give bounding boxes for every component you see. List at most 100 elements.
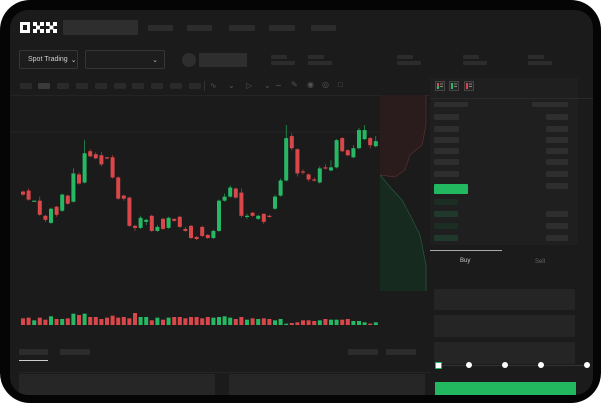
timeframe-button[interactable]	[170, 83, 182, 89]
candle	[267, 215, 272, 217]
ask-amount	[546, 183, 568, 189]
nav-item[interactable]	[269, 25, 295, 31]
volume-bar	[217, 317, 221, 325]
candle	[351, 148, 356, 158]
timeframe-button[interactable]	[132, 83, 144, 89]
tab-buy[interactable]: Buy	[460, 258, 471, 264]
timeframe-button[interactable]	[114, 83, 126, 89]
volume-bar	[340, 319, 345, 325]
volume-bar	[43, 319, 48, 325]
market-type-select[interactable]: Spot Trading ⌄	[19, 50, 78, 69]
fullscreen-icon[interactable]: □	[338, 80, 343, 89]
candle	[233, 188, 238, 198]
ruler-icon[interactable]: ✎	[291, 80, 298, 89]
bid-price	[434, 235, 458, 241]
volume-bar	[172, 317, 177, 325]
order-book-view-toggle[interactable]	[435, 81, 480, 92]
amount-input[interactable]	[434, 315, 575, 337]
chevron-down-icon[interactable]: ⌄	[264, 81, 271, 90]
nav-item[interactable]	[187, 25, 212, 31]
draw-icon[interactable]: ▷	[246, 81, 253, 90]
candle	[155, 226, 160, 231]
nav-item[interactable]	[148, 25, 173, 31]
candle	[166, 217, 171, 228]
volume-bar	[177, 317, 182, 325]
volume-bar	[32, 320, 37, 325]
candle	[368, 138, 373, 146]
timeframe-button[interactable]	[38, 83, 50, 89]
candle	[362, 130, 367, 140]
stat-value	[397, 61, 421, 65]
stat-label	[308, 55, 324, 59]
ask-price	[434, 148, 459, 154]
candle	[345, 150, 350, 156]
chevron-down-icon: ⌄	[70, 56, 77, 64]
divider	[10, 95, 430, 96]
timeframe-button[interactable]	[151, 83, 163, 89]
timeframe-button[interactable]	[189, 83, 201, 89]
filter-button[interactable]	[348, 349, 378, 355]
volume-bar	[166, 317, 171, 325]
okx-logo[interactable]	[20, 22, 57, 33]
nav-item[interactable]	[311, 25, 336, 31]
volume-bar	[200, 318, 205, 325]
volume-bar	[161, 319, 165, 325]
candle	[189, 225, 193, 238]
pair-select[interactable]: ⌄	[85, 50, 165, 69]
volume-bar	[228, 317, 233, 325]
filter-button[interactable]	[386, 349, 416, 355]
last-price	[434, 184, 468, 194]
candlestick-chart[interactable]	[10, 10, 430, 340]
candle	[317, 168, 322, 183]
line-tool-icon[interactable]: ∼	[275, 81, 282, 90]
buy-button[interactable]	[435, 382, 576, 395]
settings-icon[interactable]: ◎	[322, 80, 329, 89]
chevron-down-icon: ⌄	[152, 57, 158, 64]
volume-bar	[144, 317, 149, 325]
indicator-icon[interactable]: ∿	[210, 81, 217, 90]
ask-price	[434, 126, 459, 132]
timeframe-button[interactable]	[76, 83, 88, 89]
price-input[interactable]	[434, 289, 575, 310]
search-bar[interactable]	[63, 20, 138, 35]
ask-amount	[546, 114, 568, 120]
slider-step-75[interactable]	[538, 362, 544, 368]
candle	[278, 180, 283, 196]
candle	[54, 206, 59, 215]
candle	[245, 215, 249, 217]
amount-slider[interactable]	[438, 365, 588, 366]
total-input[interactable]	[434, 342, 575, 364]
volume-bar	[82, 313, 87, 325]
timeframe-button[interactable]	[20, 83, 32, 89]
tab-sell[interactable]: Sell	[535, 259, 546, 265]
timeframe-button[interactable]	[95, 83, 107, 89]
candle	[261, 213, 266, 222]
bid-price	[434, 223, 458, 229]
candle	[172, 218, 177, 221]
volume-bar	[295, 322, 300, 325]
slider-step-100[interactable]	[584, 362, 590, 368]
camera-icon[interactable]: ◉	[307, 80, 314, 89]
tab-open-orders[interactable]	[19, 349, 48, 355]
order-book-header-price	[434, 102, 468, 107]
volume-bar	[222, 316, 227, 325]
nav-item[interactable]	[229, 25, 255, 31]
ask-price	[434, 114, 459, 120]
candle	[82, 153, 87, 183]
volume-bar	[205, 317, 210, 325]
candle	[222, 196, 227, 201]
divider	[204, 81, 205, 91]
candle	[37, 200, 42, 215]
slider-step-25[interactable]	[466, 362, 472, 368]
candle	[43, 215, 48, 220]
volume-bar	[37, 317, 42, 325]
volume-bar	[273, 320, 277, 325]
coin-icon	[182, 53, 196, 67]
chevron-down-icon[interactable]: ⌄	[228, 81, 235, 90]
volume-bar	[93, 317, 98, 325]
slider-handle[interactable]	[435, 362, 442, 369]
tab-order-history[interactable]	[60, 349, 90, 355]
slider-step-50[interactable]	[502, 362, 508, 368]
timeframe-button[interactable]	[57, 83, 69, 89]
candle	[284, 138, 289, 181]
